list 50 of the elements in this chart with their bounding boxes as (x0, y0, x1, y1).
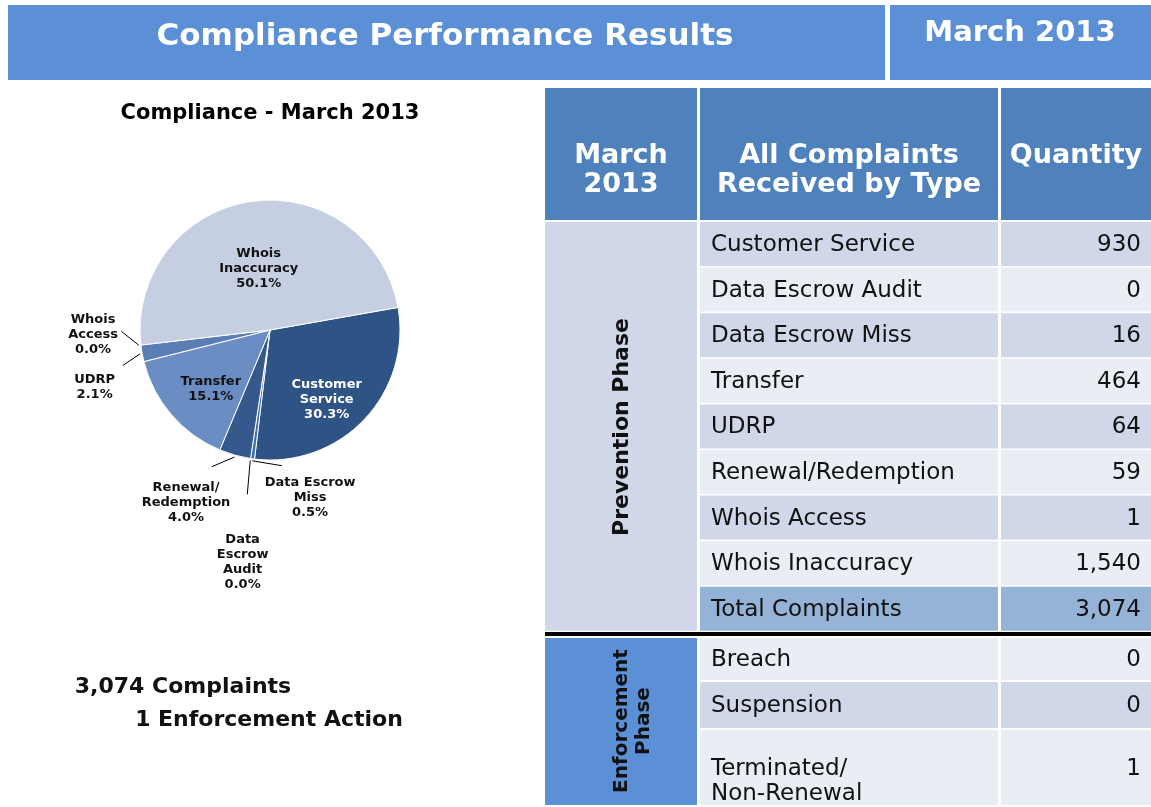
data-label: 15.1% (188, 387, 234, 403)
data-label: 1,540 (1075, 549, 1141, 576)
text: March 2013 (924, 14, 1116, 48)
category-label: Data Escrow Audit (711, 275, 922, 302)
category-label: Whois Inaccuracy (711, 549, 914, 576)
data-label: 0.5% (292, 503, 329, 519)
data-label: 1 (1126, 503, 1141, 530)
slice-label: Data Escrow Miss (264, 473, 356, 504)
text: Enforcement Phase (608, 648, 654, 793)
category-label: Breach (711, 645, 792, 671)
category-label: Terminated/ Non-Renewal (710, 753, 863, 805)
data-label: 464 (1097, 366, 1141, 393)
data-label: 930 (1097, 230, 1141, 256)
slice-label: Transfer (180, 372, 242, 388)
category-label: Data Escrow Audit (216, 531, 269, 577)
data-label: 1 (1126, 753, 1141, 780)
category-label: UDRP (711, 412, 776, 439)
category-label: Total Complaints (710, 594, 902, 621)
category-label: Whois Access (68, 310, 118, 341)
text: 0.0% (75, 340, 112, 356)
data-label: 64 (1111, 412, 1141, 439)
category-label: Data Escrow Miss (711, 321, 912, 348)
category-label: Suspension (711, 691, 843, 717)
data-label: 3,074 (1075, 594, 1141, 621)
slice-label: UDRP (74, 371, 116, 387)
category-label: Renewal/Redemption (711, 458, 955, 484)
text: All Complaints Received by Type (716, 138, 982, 198)
category-label: Customer Service (711, 230, 916, 256)
text: 1 Enforcement Action (135, 706, 403, 731)
data-label: 16 (1111, 321, 1141, 348)
category-label: Whois Access (711, 503, 867, 530)
text: Prevention Phase (608, 318, 633, 536)
data-label: 59 (1111, 458, 1141, 484)
data-label: 0 (1126, 275, 1141, 302)
slice-label: Whois Inaccuracy (219, 244, 299, 275)
text: Quantity (1009, 138, 1143, 169)
chart-title: Compliance - March 2013 (120, 100, 420, 124)
category-label: Transfer (710, 366, 805, 393)
data-label: 30.3% (304, 405, 350, 421)
data-label: 0 (1126, 645, 1141, 671)
text: 0.0% (224, 576, 261, 592)
text: March 2013 (574, 138, 668, 198)
text: 3,074 Complaints (74, 673, 292, 698)
data-label: 2.1% (76, 386, 113, 402)
data-label: 4.0% (167, 508, 205, 524)
slice-label: Customer Service (291, 375, 363, 406)
text: Compliance Performance Results (156, 16, 734, 52)
data-label: 0 (1126, 691, 1141, 717)
data-label: 50.1% (236, 274, 282, 290)
slice-label: Renewal/ Redemption (141, 478, 231, 509)
